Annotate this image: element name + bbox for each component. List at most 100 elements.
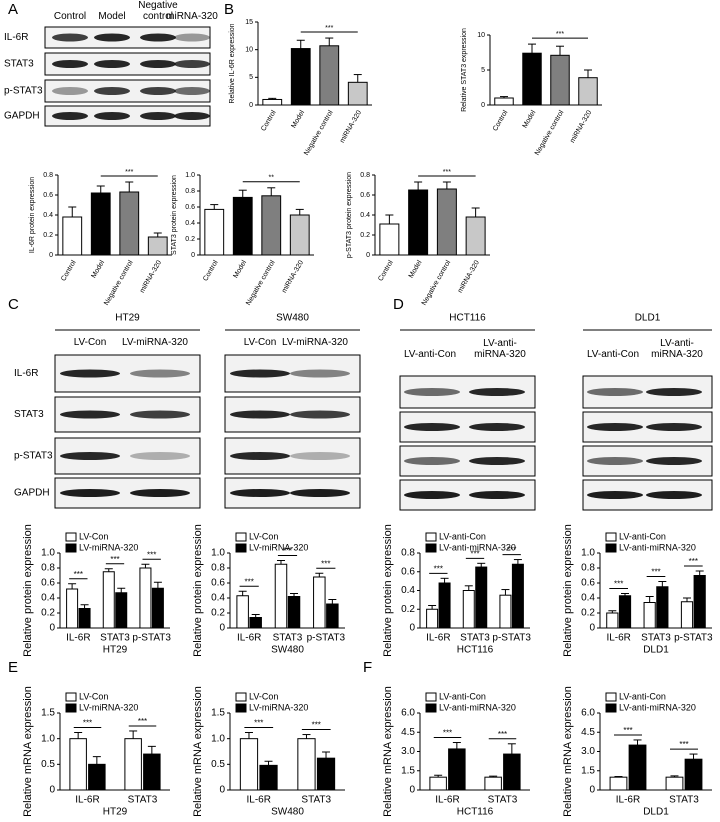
bar (151, 587, 164, 629)
bar (511, 563, 524, 629)
bar (347, 81, 368, 106)
x-tick-label: Negative control (303, 109, 335, 157)
blot-band (230, 410, 290, 419)
x-tick-label: p-STAT3 (674, 633, 713, 644)
significance-label: ** (269, 175, 275, 182)
legend-swatch (605, 543, 617, 553)
panel-label: E (8, 659, 18, 676)
bar (249, 617, 262, 629)
blot-band (290, 489, 350, 497)
blot-band (130, 452, 190, 460)
y-tick-label: 0.8 (43, 172, 53, 179)
blot-band (587, 491, 643, 499)
bar (379, 223, 400, 256)
bar (550, 54, 570, 106)
row-label: p-STAT3 (4, 86, 43, 97)
y-tick-label: 5 (481, 67, 485, 74)
bar (475, 566, 488, 629)
legend-swatch (65, 703, 77, 713)
x-axis-label: HCT116 (457, 807, 494, 818)
x-tick-label: Negative control (103, 259, 135, 307)
blot-band (290, 410, 350, 419)
legend-label: LV-anti-miRNA-320 (439, 702, 516, 712)
blot-band (140, 60, 176, 68)
blot-band (646, 457, 702, 465)
significance-label: *** (651, 568, 660, 577)
bar (408, 189, 429, 256)
y-tick-label: 0.8 (41, 563, 55, 574)
y-tick-label: 0.4 (41, 593, 55, 604)
bar (618, 595, 632, 629)
cell-line-label: DLD1 (635, 313, 661, 324)
bar (643, 602, 656, 629)
bar (124, 738, 142, 791)
bar (239, 738, 259, 791)
x-tick-label: miRNA-320 (569, 109, 593, 144)
blot-band (230, 489, 290, 497)
blot-band (94, 87, 130, 95)
bar (102, 571, 115, 629)
significance-label: *** (507, 546, 516, 555)
y-tick-label: 0 (589, 623, 595, 634)
y-tick-label: 0.6 (360, 192, 370, 199)
row-label: p-STAT3 (14, 451, 53, 462)
lane-label: LV-anti-Con (403, 349, 457, 360)
y-tick-label: 0 (219, 785, 225, 796)
bar (656, 586, 669, 629)
legend-swatch (425, 703, 437, 713)
legend-swatch (425, 543, 437, 553)
blot-band (52, 33, 88, 42)
blot-band (290, 452, 350, 460)
lane-label: Model (98, 11, 126, 22)
bar (119, 191, 140, 256)
x-tick-label: STAT3 (488, 795, 518, 806)
bar (90, 192, 111, 256)
legend-swatch (605, 692, 617, 702)
y-tick-label: 0.5 (41, 759, 55, 770)
y-axis-label: p-STAT3 protein expression (346, 172, 353, 258)
y-tick-label: 1.0 (211, 548, 225, 559)
x-tick-label: STAT3 (460, 633, 490, 644)
x-tick-label: miRNA-320 (281, 259, 305, 294)
cell-line-label: HT29 (115, 313, 140, 324)
bar (448, 748, 466, 791)
bar (62, 216, 83, 256)
bar (297, 738, 316, 791)
bar (429, 776, 447, 791)
legend-label: LV-anti-miRNA-320 (619, 702, 696, 712)
lane-label: LV-Con (73, 337, 107, 348)
x-tick-label: Model (408, 259, 424, 279)
x-tick-label: Model (90, 259, 106, 279)
legend-swatch (235, 543, 247, 553)
y-tick-label: 0.2 (43, 232, 53, 239)
legend-swatch (235, 703, 247, 713)
y-tick-label: 4.5 (401, 727, 415, 738)
bar (499, 594, 512, 629)
y-tick-label: 0 (481, 102, 485, 109)
blot-band (174, 33, 210, 42)
significance-label: *** (83, 719, 92, 728)
significance-label: *** (244, 577, 253, 586)
x-tick-label: STAT3 (641, 633, 671, 644)
blot-band (52, 87, 88, 95)
blot-band (469, 457, 525, 465)
bar (147, 236, 168, 256)
y-tick-label: 0.2 (211, 608, 225, 619)
bar (316, 757, 336, 791)
significance-label: *** (138, 717, 147, 726)
y-tick-label: 0.8 (185, 188, 195, 195)
blot-band (174, 87, 210, 95)
y-tick-label: 0 (249, 102, 253, 109)
panel-label: C (8, 296, 19, 313)
blot-band (646, 388, 702, 396)
panel-label: D (393, 296, 404, 313)
bar (438, 582, 451, 629)
y-axis-label: STAT3 protein expression (171, 175, 178, 255)
y-tick-label: 0.4 (185, 220, 195, 227)
y-tick-label: 0 (366, 252, 370, 259)
y-tick-label: 0.8 (360, 172, 370, 179)
blot-band (404, 388, 460, 396)
bar (204, 208, 225, 256)
bar (693, 575, 706, 629)
